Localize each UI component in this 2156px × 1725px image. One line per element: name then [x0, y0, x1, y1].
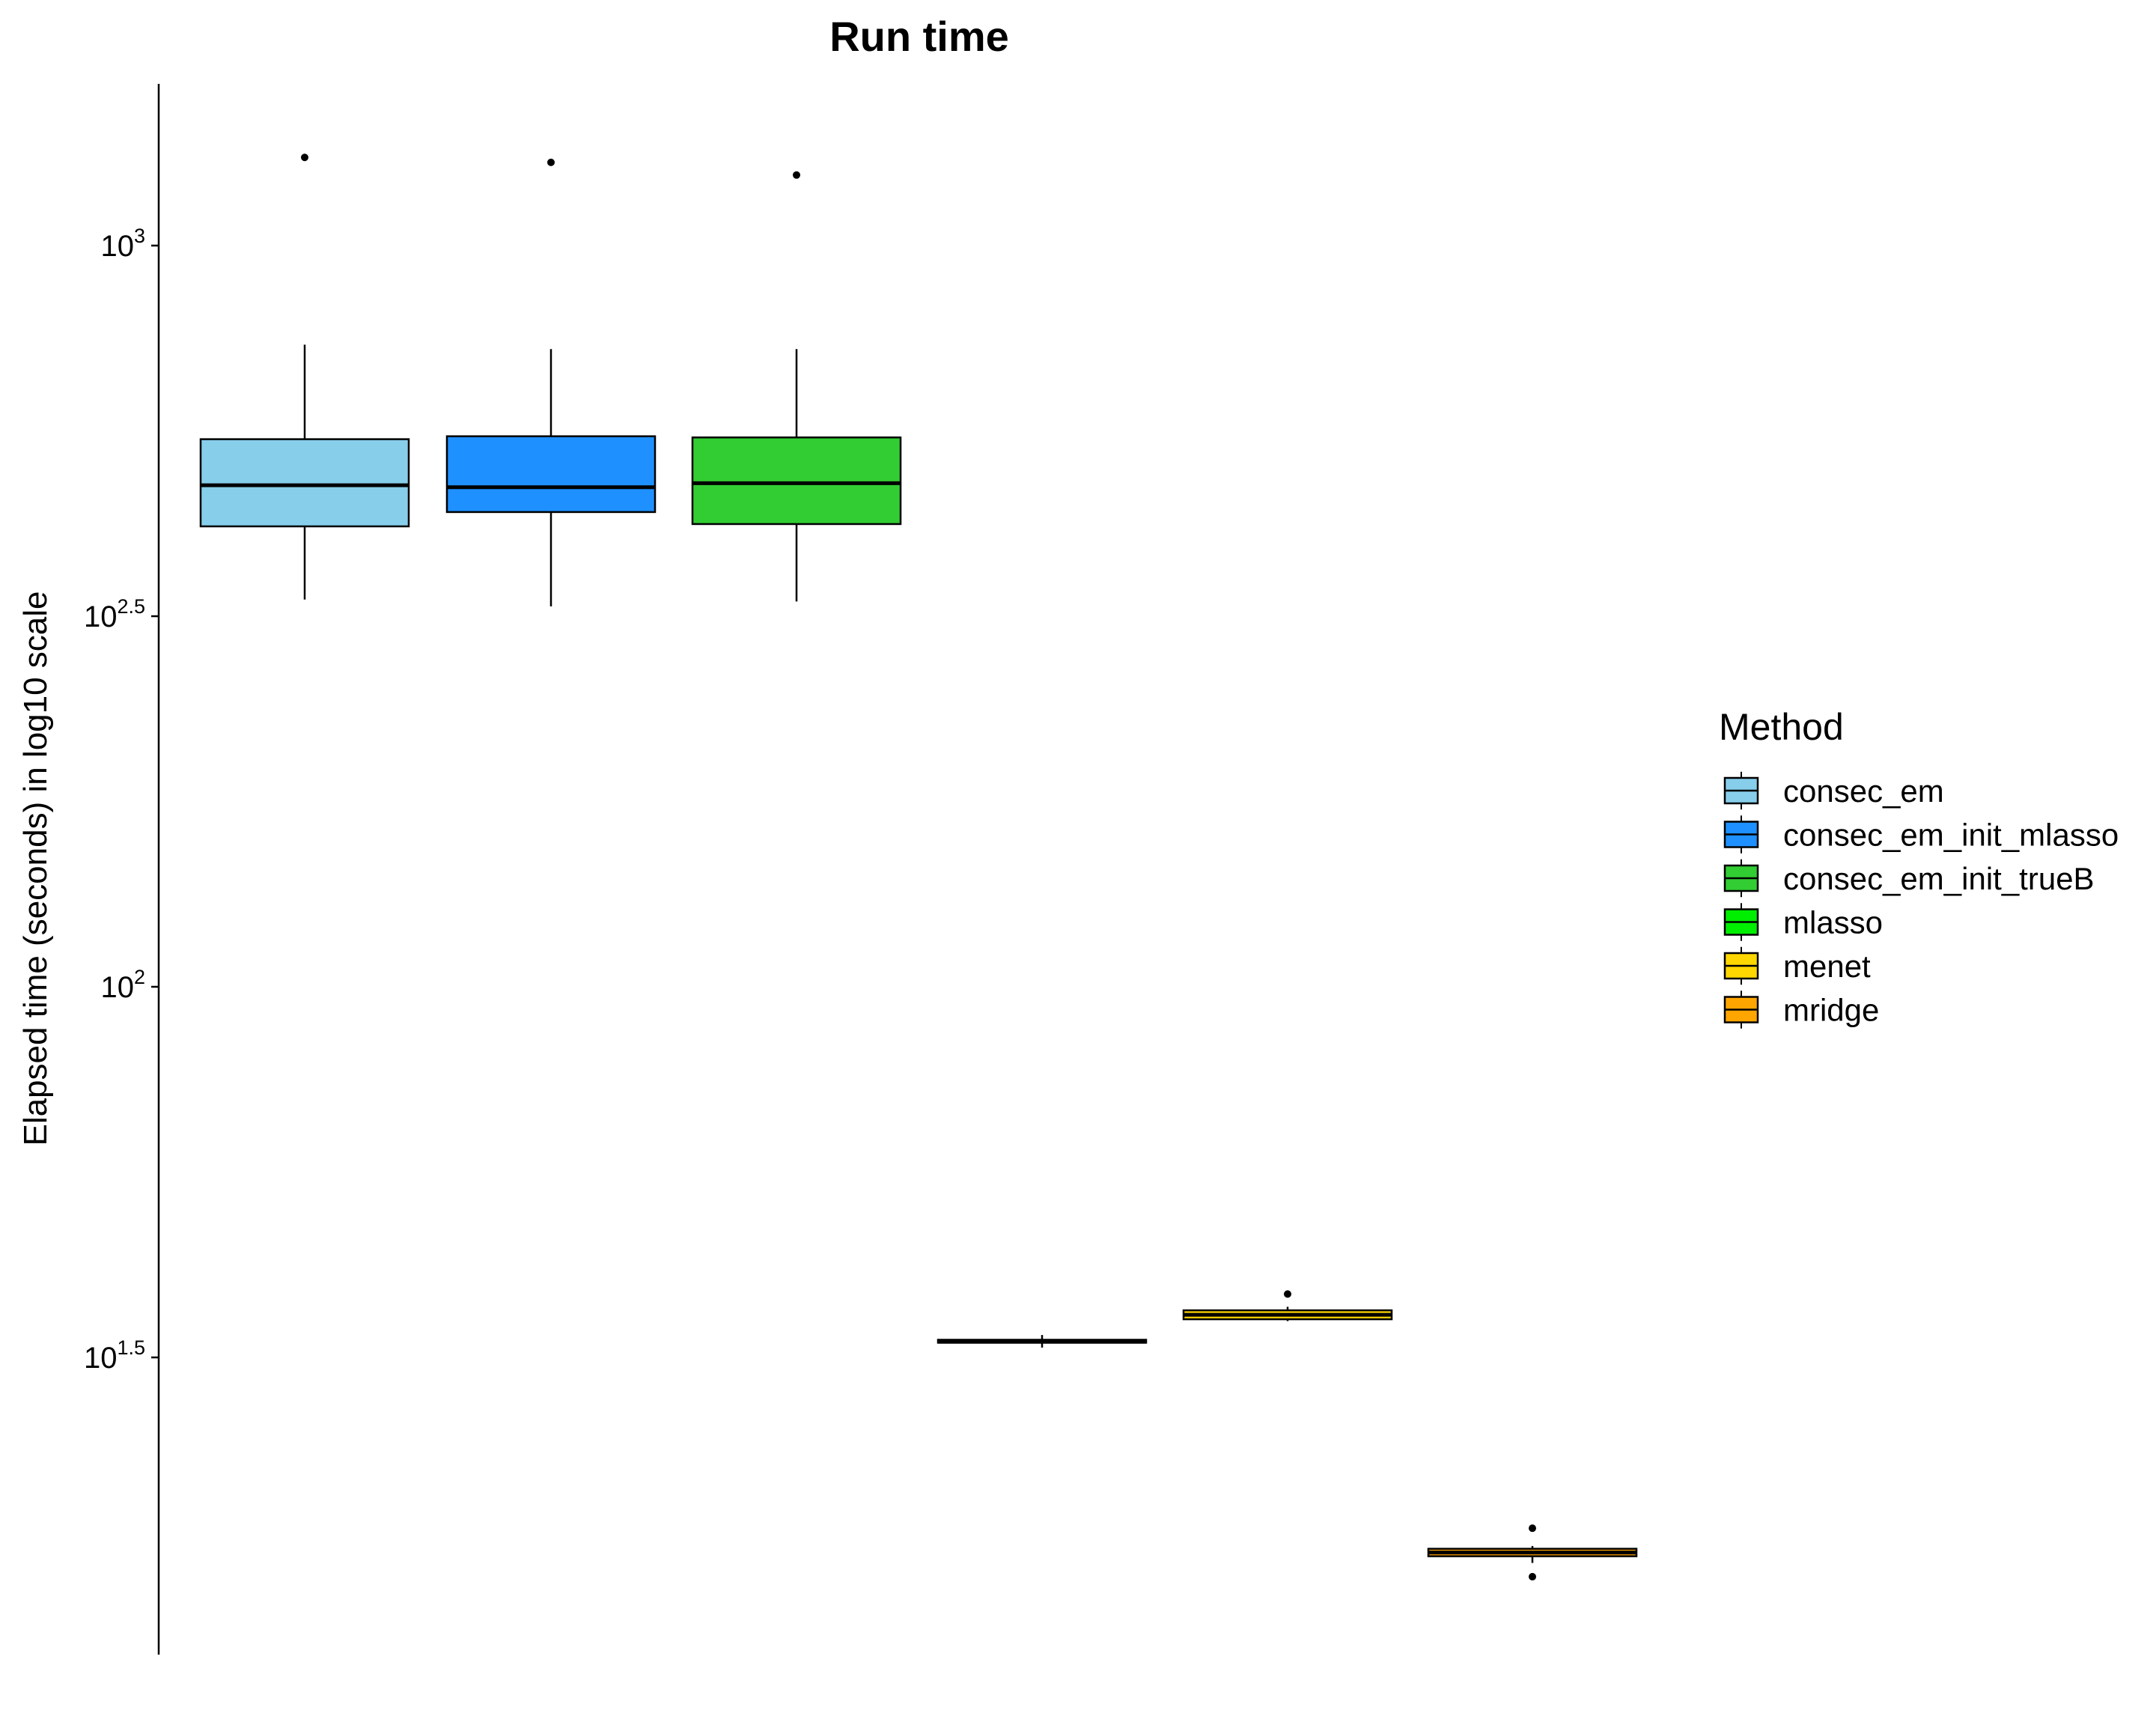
y-tick-label: 103: [100, 225, 145, 263]
legend-label: consec_em_init_mlasso: [1783, 818, 2119, 853]
legend-item: mlasso: [1723, 903, 1883, 941]
legend-label: consec_em: [1783, 773, 1944, 809]
box-iqr: [445, 435, 657, 514]
box-menet: [1182, 1290, 1393, 1321]
legend-title: Method: [1719, 706, 1844, 748]
outlier-point: [1529, 1524, 1536, 1533]
outlier-point: [1529, 1572, 1536, 1581]
legend: Method consec_emconsec_em_init_mlassocon…: [1719, 706, 2119, 1029]
legend-item: consec_em_init_trueB: [1723, 859, 2095, 898]
legend-item: consec_em: [1723, 771, 1944, 810]
y-tick-label: 101.5: [84, 1336, 145, 1375]
box-consec-em-init-trueB: [691, 171, 902, 602]
legend-item: consec_em_init_mlasso: [1723, 815, 2119, 854]
legend-label: mridge: [1783, 993, 1879, 1028]
box-consec-em: [199, 153, 410, 600]
y-tick-label: 102: [100, 966, 145, 1004]
box-iqr: [199, 438, 410, 528]
outlier-point: [547, 158, 555, 166]
outlier-point: [793, 171, 800, 179]
legend-items: consec_em consec_em_init_mlasso consec_em_…: [1723, 771, 2119, 1029]
legend-item: menet: [1723, 946, 1871, 985]
box-series-group: [199, 153, 1638, 1581]
box-mridge: [1427, 1524, 1638, 1581]
outlier-point: [301, 153, 308, 162]
y-axis-label: Elapsed time (seconds) in log10 scale: [17, 591, 54, 1146]
box-mlasso: [937, 1335, 1148, 1348]
legend-label: menet: [1783, 949, 1871, 984]
y-tick-label: 102.5: [84, 595, 145, 633]
outlier-point: [1284, 1290, 1291, 1298]
legend-label: consec_em_init_trueB: [1783, 861, 2095, 896]
legend-item: mridge: [1723, 991, 1879, 1029]
chart-title: Run time: [829, 13, 1009, 60]
box-consec-em-init-mlasso: [445, 158, 657, 606]
box-iqr: [691, 436, 902, 526]
y-axis-ticks: 103 102.5 102 101.5: [84, 225, 159, 1375]
legend-label: mlasso: [1783, 905, 1883, 940]
